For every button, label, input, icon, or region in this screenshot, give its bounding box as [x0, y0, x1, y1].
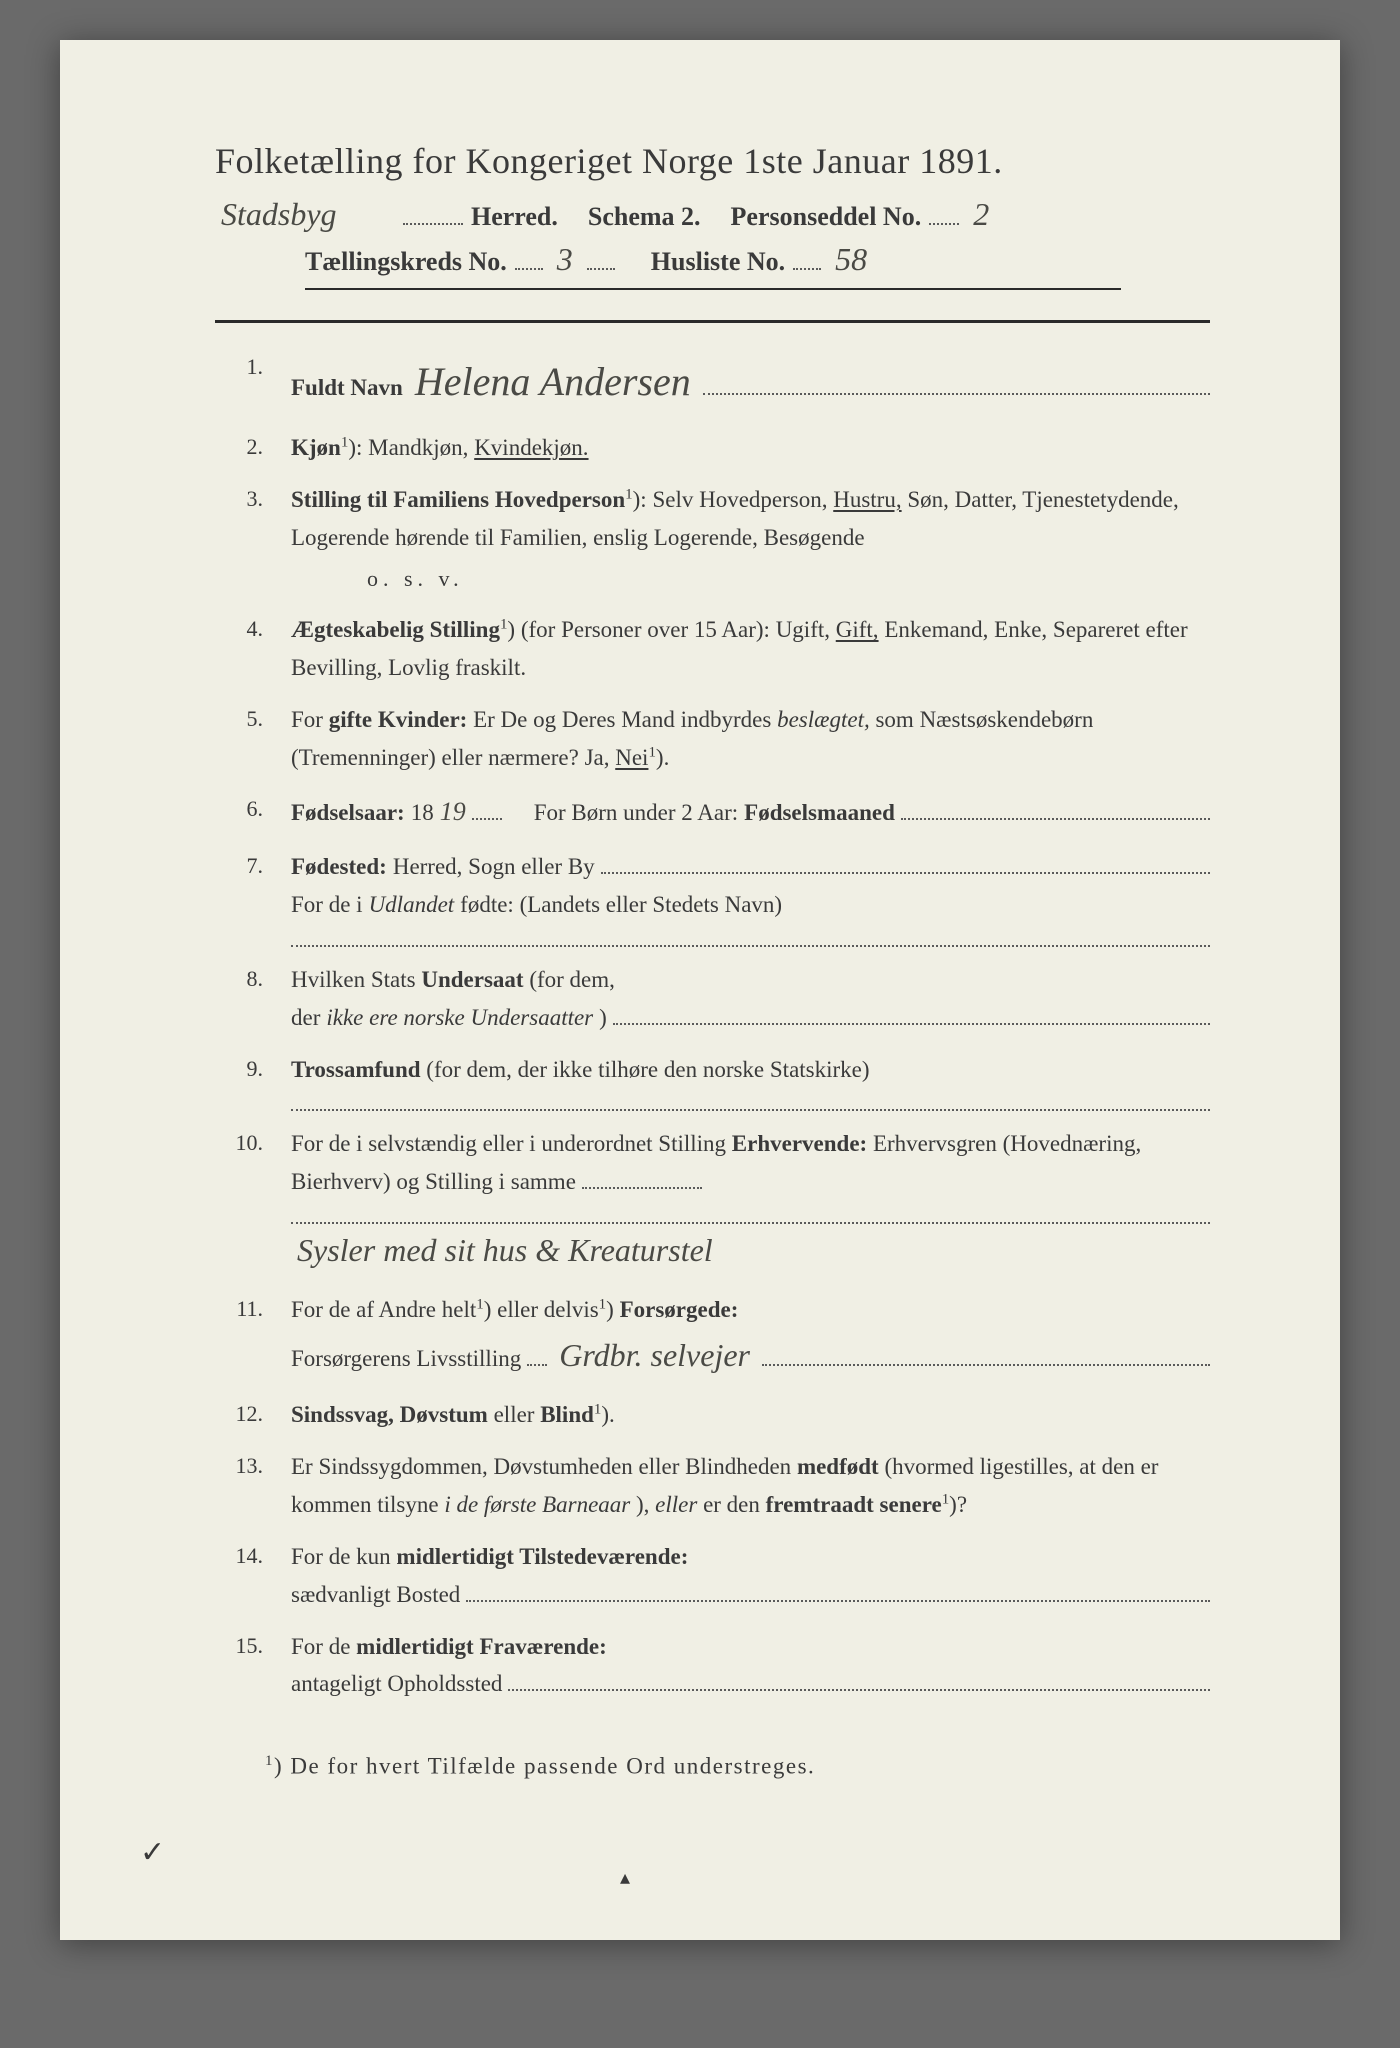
field-label: Ægteskabelig Stilling: [291, 617, 500, 642]
field-label: Kjøn: [291, 435, 341, 460]
selected-option: Hustru,: [833, 487, 901, 512]
text: Er Sindssygdommen, Døvstumheden eller Bl…: [291, 1454, 797, 1479]
ital-text: ikke ere norske Undersaatter: [326, 999, 593, 1037]
ital-text: Udlandet: [369, 886, 455, 924]
herred-written: Stadsbyg: [215, 196, 395, 233]
divider: [215, 320, 1210, 323]
option-text: Ugift,: [776, 617, 836, 642]
field-label: fremtraadt senere: [766, 1492, 942, 1517]
field-15: For de midlertidigt Fraværende: antageli…: [215, 1628, 1210, 1704]
text: For de i: [291, 886, 363, 924]
text: Forsørgerens Livsstilling: [291, 1340, 521, 1378]
field-14: For de kun midlertidigt Tilstedeværende:…: [215, 1538, 1210, 1614]
field-2: Kjøn1): Mandkjøn, Kvindekjøn.: [215, 429, 1210, 467]
field-label: Erhvervende:: [732, 1131, 867, 1156]
taellingskreds-label: Tællingskreds No.: [305, 247, 507, 277]
field-1: Fuldt Navn Helena Andersen: [215, 349, 1210, 415]
text: ),: [636, 1492, 655, 1517]
field-6: Fødselsaar: 1819 For Børn under 2 Aar: F…: [215, 791, 1210, 834]
page-title: Folketælling for Kongeriget Norge 1ste J…: [215, 140, 1210, 182]
footnote-text: De for hvert Tilfælde passende Ord under…: [290, 1754, 815, 1779]
header-row-1: Stadsbyg Herred. Schema 2. Personseddel …: [215, 196, 1210, 233]
field-9: Trossamfund (for dem, der ikke tilhøre d…: [215, 1051, 1210, 1112]
text: For de i selvstændig eller i underordnet…: [291, 1131, 732, 1156]
text: For: [291, 707, 329, 732]
selected-option: Kvindekjøn.: [474, 435, 588, 460]
census-form-page: Folketælling for Kongeriget Norge 1ste J…: [60, 40, 1340, 1940]
herred-label: Herred.: [471, 202, 558, 232]
taellingskreds-no: 3: [551, 241, 579, 278]
field-7: Fødested: Herred, Sogn eller By For de i…: [215, 848, 1210, 947]
text: Er De og Deres Mand indbyrdes: [473, 707, 777, 732]
personseddel-label: Personseddel No.: [731, 202, 922, 232]
field-label: gifte Kvinder:: [329, 707, 468, 732]
text: (for dem, der ikke tilhøre den norske St…: [426, 1057, 869, 1082]
footnote: 1) De for hvert Tilfælde passende Ord un…: [215, 1753, 1210, 1780]
field-label: Fødested:: [291, 848, 387, 886]
divider: [305, 288, 1121, 290]
ital-text: i de første Barneaar: [444, 1492, 630, 1517]
text: ): [599, 999, 607, 1037]
year-prefix: 18: [411, 794, 434, 832]
field-label: midlertidigt Tilstedeværende:: [396, 1544, 688, 1569]
field-list: Fuldt Navn Helena Andersen Kjøn1): Mandk…: [215, 349, 1210, 1703]
text: Herred, Sogn eller By: [393, 848, 595, 886]
text: For de: [291, 1634, 356, 1659]
husliste-label: Husliste No.: [651, 247, 785, 277]
option-text: Mandkjøn,: [368, 435, 474, 460]
text: der: [291, 999, 320, 1037]
field-13: Er Sindssygdommen, Døvstumheden eller Bl…: [215, 1448, 1210, 1524]
field-label: Fuldt Navn: [291, 369, 403, 407]
field-label: Trossamfund: [291, 1057, 421, 1082]
text: fødte: (Landets eller Stedets Navn): [460, 886, 782, 924]
occupation-written: Sysler med sit hus & Kreaturstel: [291, 1224, 719, 1277]
selected-option: Gift,: [836, 617, 879, 642]
header-row-2: Tællingskreds No. 3 Husliste No. 58: [215, 241, 1210, 278]
field-label: Fødselsaar:: [291, 794, 405, 832]
field-11: For de af Andre helt1) eller delvis1) Fo…: [215, 1291, 1210, 1382]
text: Hvilken Stats: [291, 967, 421, 992]
paren-text: (for Personer over 15 Aar):: [521, 617, 770, 642]
ital-text: eller: [655, 1492, 697, 1517]
text: For de kun: [291, 1544, 396, 1569]
field-label: Blind: [540, 1402, 594, 1427]
field-label: Sindssvag, Døvstum: [291, 1402, 488, 1427]
field-5: For gifte Kvinder: Er De og Deres Mand i…: [215, 701, 1210, 777]
text: eller: [494, 1402, 541, 1427]
dot-mark-icon: ▴: [620, 1865, 630, 1890]
livsstilling-written: Grdbr. selvejer: [553, 1329, 756, 1382]
dotfill: [403, 202, 463, 225]
selected-option: Nei: [615, 745, 648, 770]
etc-text: o. s. v.: [291, 561, 1210, 597]
option-text: Selv Hovedperson,: [652, 487, 833, 512]
personseddel-no: 2: [967, 196, 995, 233]
field-label: medfødt: [797, 1454, 879, 1479]
year-written: 19: [440, 791, 466, 834]
label: Fødselsmaaned: [744, 794, 895, 832]
text: For de af Andre helt: [291, 1297, 476, 1322]
field-12: Sindssvag, Døvstum eller Blind1).: [215, 1396, 1210, 1434]
field-label: Undersaat: [421, 967, 523, 992]
text: (for dem,: [529, 967, 615, 992]
field-4: Ægteskabelig Stilling1) (for Personer ov…: [215, 611, 1210, 687]
text: eller delvis: [497, 1297, 599, 1322]
text: er den: [703, 1492, 766, 1517]
field-label: Forsørgede:: [620, 1297, 739, 1322]
field-3: Stilling til Familiens Hovedperson1): Se…: [215, 481, 1210, 597]
husliste-no: 58: [829, 241, 873, 278]
schema-label: Schema 2.: [588, 202, 701, 232]
field-label: Stilling til Familiens Hovedperson: [291, 487, 625, 512]
text: antageligt Opholdssted: [291, 1665, 502, 1703]
field-8: Hvilken Stats Undersaat (for dem, der ik…: [215, 961, 1210, 1037]
label: For Børn under 2 Aar:: [534, 794, 738, 832]
field-label: midlertidigt Fraværende:: [356, 1634, 607, 1659]
name-written: Helena Andersen: [409, 349, 697, 415]
corner-mark-icon: ✓: [140, 1835, 165, 1870]
ital-text: beslægtet,: [777, 707, 870, 732]
field-10: For de i selvstændig eller i underordnet…: [215, 1125, 1210, 1277]
text: sædvanligt Bosted: [291, 1576, 460, 1614]
